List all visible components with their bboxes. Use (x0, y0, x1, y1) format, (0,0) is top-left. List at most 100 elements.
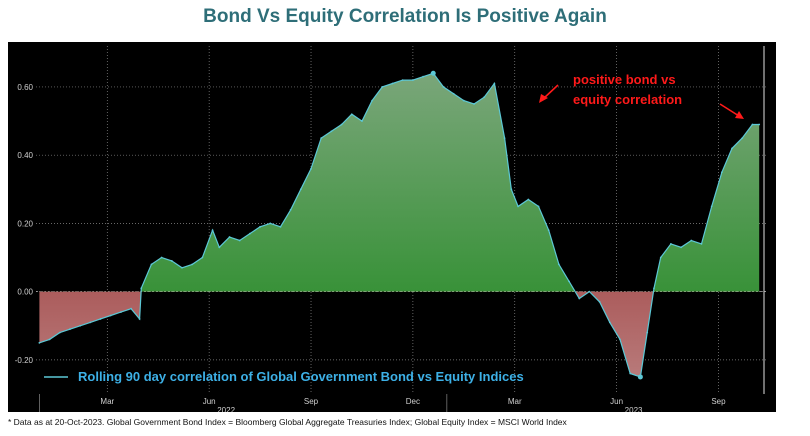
data-point (629, 372, 632, 375)
data-point (653, 287, 655, 290)
y-tick-label: 0.40 (17, 151, 33, 160)
data-point (289, 208, 292, 211)
data-point (109, 314, 112, 317)
x-tick-label: Mar (100, 397, 114, 406)
min-point-marker (637, 374, 643, 380)
data-point (493, 82, 496, 85)
data-point (381, 86, 384, 88)
data-point (411, 79, 414, 82)
data-point (119, 311, 122, 314)
annotation-line-2: equity correlation (573, 92, 682, 107)
data-point (442, 86, 445, 88)
data-point (89, 321, 92, 324)
data-point (619, 338, 621, 341)
data-point (69, 328, 71, 331)
x-tick-label: Mar (508, 397, 522, 406)
data-point (170, 260, 173, 262)
data-point (330, 130, 333, 133)
data-point (79, 324, 82, 327)
annotation-arrow-right (719, 103, 740, 117)
data-point (680, 246, 683, 249)
data-point (751, 123, 754, 126)
data-point (249, 232, 251, 235)
y-tick-label: 0.00 (17, 288, 33, 297)
y-tick-label: 0.60 (17, 83, 33, 92)
data-point (138, 318, 141, 320)
x-tick-label: Jun (610, 397, 623, 406)
data-point (320, 137, 323, 140)
year-label: 2022 (217, 406, 235, 412)
data-point (58, 331, 61, 334)
data-point (279, 225, 282, 228)
data-point (517, 205, 520, 208)
data-point (510, 188, 513, 191)
data-point (598, 300, 601, 303)
data-point (473, 103, 475, 105)
data-point (48, 338, 51, 341)
data-point (160, 256, 163, 259)
data-point (191, 263, 194, 266)
data-point (731, 147, 733, 150)
x-tick-label: Sep (711, 397, 726, 406)
data-point (140, 287, 143, 290)
data-point (578, 297, 581, 300)
data-point (758, 123, 761, 126)
data-point (350, 113, 353, 116)
annotation-line-1: positive bond vs (573, 72, 676, 87)
x-tick-label: Sep (304, 397, 319, 406)
data-point (670, 242, 672, 245)
data-point (401, 79, 404, 82)
data-point (710, 205, 713, 208)
data-point (228, 236, 231, 238)
y-tick-label: -0.20 (15, 356, 34, 365)
year-label: 2023 (625, 406, 643, 412)
data-point (608, 321, 611, 324)
data-point (568, 280, 570, 283)
data-point (646, 331, 649, 334)
correlation-chart: -0.20 0.00 0.20 0.40 0.60 Mar Jun Sep Dec Mar Jun S… (15, 46, 766, 415)
data-point (130, 307, 132, 310)
data-point (340, 123, 343, 126)
data-point (483, 96, 486, 99)
data-point (238, 239, 241, 242)
annotation-arrowhead-right (735, 111, 744, 119)
data-point (503, 137, 506, 140)
legend-label: Rolling 90 day correlation of Global Gov… (78, 369, 524, 384)
data-point (527, 198, 530, 201)
data-point (38, 341, 41, 344)
data-point (547, 229, 550, 232)
data-point (99, 318, 102, 320)
data-point (371, 99, 374, 102)
data-point (537, 205, 540, 208)
data-point (299, 188, 302, 191)
data-point (150, 263, 153, 266)
data-point (741, 137, 744, 140)
data-point (201, 256, 204, 259)
data-point (310, 167, 312, 170)
data-point (700, 242, 703, 245)
annotation-arrowhead-left (539, 94, 548, 103)
data-point (462, 99, 465, 102)
data-point (361, 120, 363, 122)
data-point (659, 256, 662, 259)
x-tick-label: Dec (406, 397, 420, 406)
data-point (218, 246, 221, 249)
data-point (452, 92, 455, 95)
data-point (690, 239, 693, 242)
data-point (557, 263, 560, 266)
data-point (259, 225, 261, 228)
plot-area: -0.20 0.00 0.20 0.40 0.60 Mar Jun Sep Dec Mar Jun S… (8, 42, 776, 415)
data-point (720, 171, 723, 174)
max-point-marker (430, 70, 436, 76)
x-tick-label: Jun (203, 397, 216, 406)
footnote: * Data as at 20-Oct-2023. Global Governm… (8, 417, 567, 427)
data-point (181, 266, 183, 269)
data-point (422, 75, 424, 78)
positive-area (39, 73, 760, 292)
data-point (269, 222, 272, 225)
y-tick-label: 0.20 (17, 219, 33, 228)
chart-title: Bond Vs Equity Correlation Is Positive A… (203, 6, 607, 27)
negative-area (39, 291, 654, 377)
data-point (588, 290, 591, 293)
data-point (391, 82, 394, 85)
